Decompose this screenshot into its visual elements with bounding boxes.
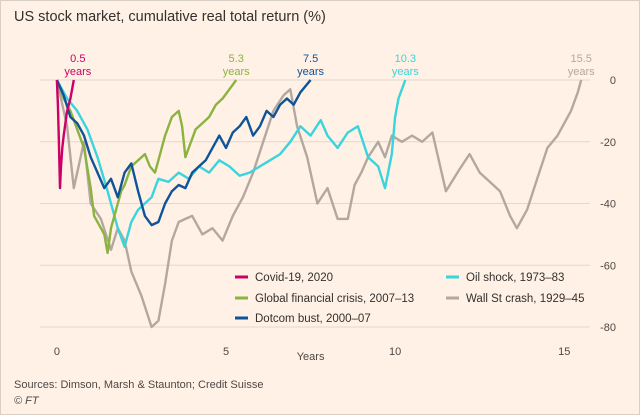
y-tick-label: 0 [610, 75, 616, 87]
y-tick-label: -20 [600, 137, 616, 149]
legend: Covid-19, 2020 Global financial crisis, 2… [235, 272, 584, 325]
duration-value: 15.5 [570, 53, 591, 65]
legend-label: Dotcom bust, 2000–07 [255, 313, 371, 325]
series-line [55, 79, 407, 248]
series-line [55, 79, 583, 329]
chart-title: US stock market, cumulative real total r… [14, 9, 326, 25]
y-tick-label: -80 [600, 322, 616, 334]
duration-unit: years [64, 66, 91, 78]
duration-value: 10.3 [395, 53, 416, 65]
series-lines [55, 79, 583, 329]
legend-label: Covid-19, 2020 [255, 272, 333, 284]
duration-value: 7.5 [303, 53, 318, 65]
duration-labels: 0.5years5.3years7.5years10.3years15.5yea… [64, 53, 595, 78]
series-line [55, 79, 238, 255]
duration-value: 5.3 [229, 53, 244, 65]
series-line [55, 79, 75, 190]
x-tick-label: 0 [54, 346, 60, 358]
y-tick-label: -40 [600, 199, 616, 211]
x-tick-label: 15 [558, 346, 570, 358]
legend-label: Global financial crisis, 2007–13 [255, 293, 414, 305]
duration-unit: years [297, 66, 324, 78]
x-tick-label: 5 [223, 346, 229, 358]
grid-lines [40, 79, 590, 328]
legend-label: Wall St crash, 1929–45 [466, 293, 584, 305]
legend-label: Oil shock, 1973–83 [466, 272, 564, 284]
duration-unit: years [568, 66, 595, 78]
x-axis-label: Years [297, 351, 325, 363]
y-tick-label: -60 [600, 260, 616, 272]
series-line [55, 79, 312, 227]
duration-unit: years [223, 66, 250, 78]
x-tick-label: 10 [389, 346, 401, 358]
ft-logo: © FT [14, 395, 39, 407]
duration-unit: years [392, 66, 419, 78]
duration-value: 0.5 [70, 53, 85, 65]
axes: 0 -20 -40 -60 -80 0 5 10 15 Years [54, 75, 616, 363]
source-note: Sources: Dimson, Marsh & Staunton; Credi… [14, 379, 264, 391]
